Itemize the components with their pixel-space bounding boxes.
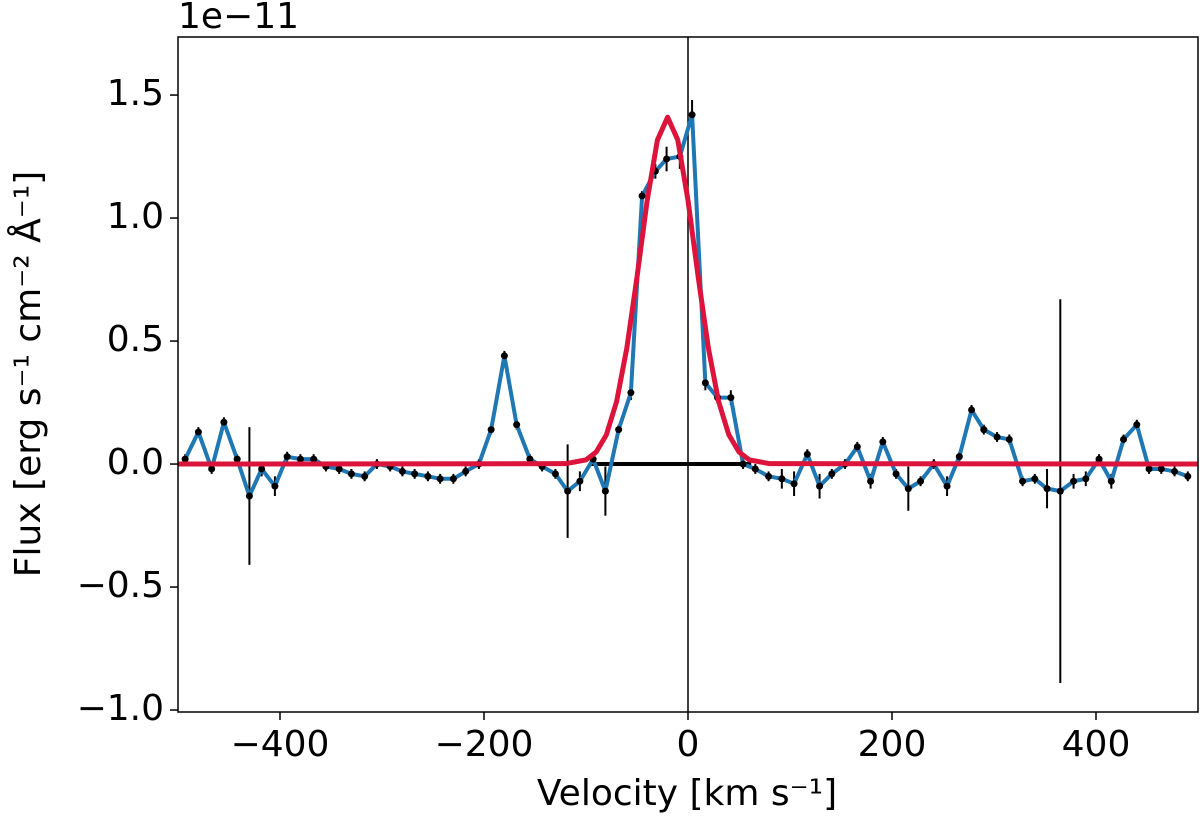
data-point (980, 426, 988, 434)
data-point (688, 111, 696, 119)
data-point (220, 418, 228, 426)
data-point (411, 470, 419, 478)
data-point (867, 477, 875, 485)
data-point (627, 389, 635, 397)
offset-text: 1e−11 (178, 0, 299, 37)
data-point (1133, 421, 1141, 429)
data-point (778, 475, 786, 483)
data-point (943, 482, 951, 490)
x-tick-label: −400 (231, 724, 330, 765)
data-point (233, 455, 241, 463)
data-point (1082, 475, 1090, 483)
data-point (955, 453, 963, 461)
data-point (347, 470, 355, 478)
data-point (245, 492, 253, 500)
data-point (601, 487, 609, 495)
y-tick-label: −1.0 (77, 688, 164, 729)
data-point (751, 465, 759, 473)
y-tick-label: 1.0 (107, 196, 164, 237)
data-point (361, 472, 369, 480)
x-tick-label: 0 (677, 724, 700, 765)
data-point (803, 450, 811, 458)
model-line (177, 114, 1199, 467)
data-point (258, 465, 266, 473)
y-tick-label: 0.0 (107, 442, 164, 483)
data-point (500, 352, 508, 360)
data-point (1184, 472, 1192, 480)
x-tick-label: 200 (858, 724, 927, 765)
data-point (790, 480, 798, 488)
y-tick-label: −0.5 (77, 565, 164, 606)
data-point (296, 455, 304, 463)
data-point (993, 433, 1001, 441)
data-point (663, 155, 671, 163)
data-point (968, 406, 976, 414)
y-tick-label: 0.5 (107, 319, 164, 360)
data-point (739, 460, 747, 468)
data-point (526, 455, 534, 463)
plot-frame (177, 36, 1199, 713)
data-point (917, 477, 925, 485)
data-point (449, 475, 457, 483)
data-point (1107, 477, 1115, 485)
data-point (436, 475, 444, 483)
data-point (1019, 477, 1027, 485)
data-point (1157, 465, 1165, 473)
data-point (398, 467, 406, 475)
x-tick-label: −200 (435, 724, 534, 765)
data-point (1056, 487, 1064, 495)
data-point (727, 394, 735, 402)
data-point (816, 482, 824, 490)
data-line (183, 112, 1189, 499)
data-point (551, 470, 559, 478)
data-point (638, 192, 646, 200)
data-point (828, 470, 836, 478)
data-point (462, 467, 470, 475)
data-point (564, 487, 572, 495)
data-point (283, 453, 291, 461)
data-point (1095, 455, 1103, 463)
data-point (335, 465, 343, 473)
data-point (271, 482, 279, 490)
data-point (513, 421, 521, 429)
data-point (576, 477, 584, 485)
data-point (1043, 485, 1051, 493)
data-point (310, 455, 318, 463)
data-point (765, 472, 773, 480)
data-point (1171, 467, 1179, 475)
x-tick-label: 400 (1062, 724, 1131, 765)
data-point (487, 426, 495, 434)
data-point (1120, 435, 1128, 443)
data-point (1031, 475, 1039, 483)
data-point (1145, 465, 1153, 473)
data-point (181, 455, 189, 463)
data-point (1070, 477, 1078, 485)
data-point (194, 428, 202, 436)
data-point (424, 472, 432, 480)
y-tick-label: 1.5 (107, 73, 164, 114)
data-point (208, 465, 216, 473)
y-axis-label: Flux [erg s⁻¹ cm⁻² Å⁻¹] (6, 171, 49, 577)
x-axis-label: Velocity [km s⁻¹] (537, 773, 837, 814)
data-point (701, 379, 709, 387)
data-point (615, 426, 623, 434)
data-point (892, 470, 900, 478)
data-point (1005, 435, 1013, 443)
data-point (904, 485, 912, 493)
data-point (879, 438, 887, 446)
data-point (853, 443, 861, 451)
